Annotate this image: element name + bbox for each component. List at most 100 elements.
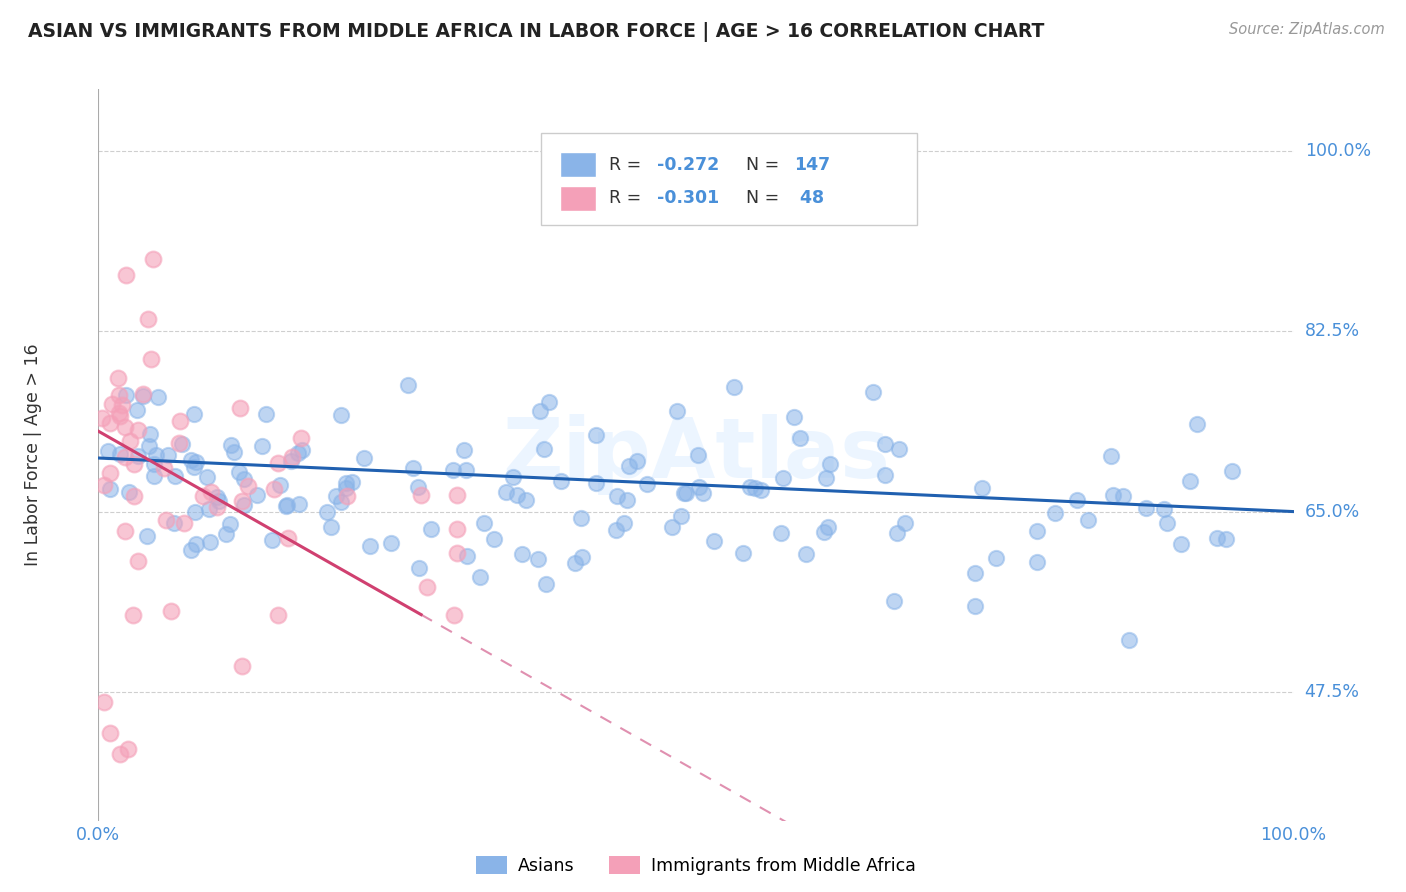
Point (263, 482, 285, 496)
Point (208, 494, 231, 508)
Point (409, 488, 432, 502)
Point (280, 450, 302, 464)
Point (205, 491, 228, 505)
Point (231, 493, 253, 508)
Text: -0.301: -0.301 (657, 189, 718, 207)
Point (1066, 493, 1088, 508)
Point (319, 520, 342, 534)
Point (98, 466, 121, 480)
Point (108, 747, 131, 761)
Point (114, 419, 136, 434)
Point (260, 533, 283, 547)
Point (613, 516, 636, 531)
Point (221, 438, 243, 452)
Point (1025, 524, 1047, 538)
Point (818, 457, 841, 471)
Point (132, 389, 155, 403)
Point (772, 471, 794, 485)
Text: In Labor Force | Age > 16: In Labor Force | Age > 16 (24, 343, 42, 566)
Point (233, 472, 256, 486)
Point (533, 442, 555, 457)
Point (288, 497, 311, 511)
Point (894, 516, 917, 530)
Point (456, 549, 478, 564)
Point (703, 534, 725, 549)
Point (118, 485, 141, 500)
Point (1156, 516, 1178, 530)
FancyBboxPatch shape (540, 133, 917, 225)
Point (163, 516, 186, 530)
Point (180, 543, 202, 558)
Point (1178, 474, 1201, 488)
Point (183, 407, 205, 421)
Point (98, 416, 121, 430)
Point (127, 450, 149, 464)
Point (155, 513, 177, 527)
Point (139, 352, 162, 367)
Point (723, 379, 745, 393)
Point (335, 481, 357, 495)
Point (446, 546, 468, 560)
Point (267, 456, 290, 470)
Point (862, 385, 884, 400)
Point (446, 487, 468, 501)
Point (335, 490, 357, 504)
Point (114, 450, 136, 464)
Point (783, 410, 806, 425)
Point (122, 458, 145, 472)
Point (342, 475, 364, 489)
Point (420, 522, 443, 536)
Point (731, 546, 754, 560)
Point (250, 439, 273, 453)
Point (353, 450, 375, 465)
Point (315, 505, 337, 519)
Point (770, 526, 793, 541)
Text: R =: R = (609, 155, 647, 174)
Point (229, 401, 252, 415)
Point (744, 481, 766, 495)
Point (108, 388, 131, 402)
Point (569, 511, 592, 525)
Point (246, 488, 269, 502)
Point (692, 485, 714, 500)
Text: 82.5%: 82.5% (1305, 322, 1360, 340)
Point (125, 403, 148, 417)
Point (1185, 417, 1208, 431)
Point (749, 483, 772, 497)
Text: N =: N = (747, 155, 785, 174)
Point (254, 407, 277, 421)
Point (121, 607, 143, 622)
Point (453, 442, 475, 457)
Point (170, 436, 193, 450)
Point (605, 523, 627, 537)
Point (98, 726, 122, 740)
Point (675, 485, 697, 500)
Point (472, 516, 495, 530)
Point (817, 520, 839, 534)
Text: 0.0%: 0.0% (76, 826, 121, 844)
Point (115, 268, 138, 282)
Point (1206, 531, 1229, 545)
Point (529, 403, 551, 417)
Point (287, 446, 309, 460)
Point (515, 492, 537, 507)
Point (329, 408, 352, 422)
Point (218, 516, 240, 531)
Point (626, 454, 648, 468)
Point (231, 659, 253, 673)
Point (132, 387, 155, 401)
Point (1118, 632, 1140, 647)
Point (115, 388, 138, 402)
Point (142, 469, 165, 483)
Point (197, 502, 219, 516)
Point (110, 447, 132, 461)
Point (661, 520, 683, 534)
Point (686, 449, 709, 463)
Point (571, 550, 593, 565)
Point (406, 480, 429, 494)
Point (666, 404, 689, 418)
Point (276, 499, 298, 513)
Text: -0.272: -0.272 (657, 155, 718, 174)
Point (380, 535, 402, 549)
Point (873, 467, 896, 482)
